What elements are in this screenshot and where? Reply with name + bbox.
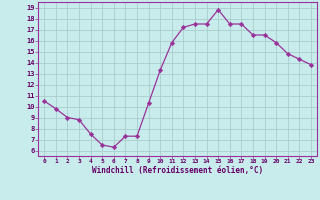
X-axis label: Windchill (Refroidissement éolien,°C): Windchill (Refroidissement éolien,°C) (92, 166, 263, 175)
